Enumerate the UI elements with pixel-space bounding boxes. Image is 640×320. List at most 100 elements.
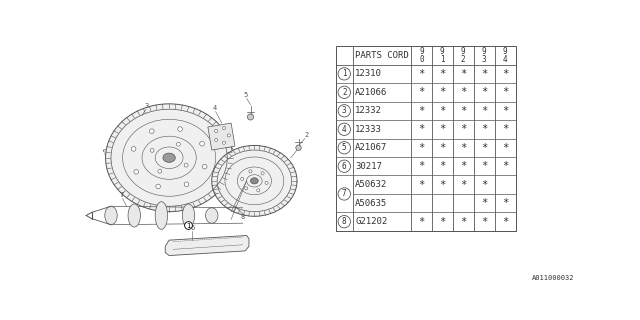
Circle shape — [338, 68, 351, 80]
Circle shape — [227, 134, 230, 137]
Text: 30217: 30217 — [355, 162, 382, 171]
Ellipse shape — [212, 145, 297, 216]
Text: *: * — [481, 106, 487, 116]
Text: 4: 4 — [212, 105, 217, 111]
Text: 7: 7 — [342, 189, 347, 198]
Circle shape — [177, 142, 180, 146]
Text: *: * — [502, 124, 508, 134]
Ellipse shape — [106, 104, 233, 212]
Text: *: * — [439, 124, 445, 134]
Text: *: * — [419, 217, 424, 227]
Text: *: * — [419, 69, 424, 79]
Text: A21066: A21066 — [355, 88, 387, 97]
Text: 2: 2 — [304, 132, 308, 139]
Text: *: * — [419, 161, 424, 171]
Text: *: * — [502, 143, 508, 153]
Text: 4: 4 — [342, 125, 347, 134]
Text: *: * — [481, 161, 487, 171]
Text: *: * — [460, 124, 467, 134]
Text: *: * — [502, 69, 508, 79]
Text: *: * — [502, 161, 508, 171]
Circle shape — [158, 169, 162, 173]
Text: PARTS CORD: PARTS CORD — [355, 51, 409, 60]
Text: *: * — [481, 69, 487, 79]
Circle shape — [257, 189, 260, 192]
Circle shape — [338, 105, 351, 117]
Text: *: * — [502, 198, 508, 208]
Text: *: * — [439, 87, 445, 97]
Text: *: * — [439, 106, 445, 116]
Circle shape — [296, 145, 301, 150]
Text: 6: 6 — [190, 225, 195, 231]
Text: *: * — [460, 217, 467, 227]
Text: *: * — [481, 198, 487, 208]
Text: A21067: A21067 — [355, 143, 387, 152]
Circle shape — [178, 127, 182, 132]
Text: *: * — [439, 69, 445, 79]
Circle shape — [202, 164, 207, 169]
Polygon shape — [103, 127, 243, 196]
Text: 5: 5 — [244, 92, 248, 98]
Text: *: * — [460, 143, 467, 153]
Ellipse shape — [250, 178, 259, 184]
Circle shape — [261, 172, 264, 175]
Text: 6: 6 — [342, 162, 347, 171]
Circle shape — [214, 129, 218, 132]
Circle shape — [338, 188, 351, 200]
Text: *: * — [419, 143, 424, 153]
Circle shape — [184, 163, 188, 167]
Text: *: * — [439, 180, 445, 190]
Text: *: * — [419, 87, 424, 97]
Circle shape — [134, 170, 138, 174]
Circle shape — [184, 222, 193, 229]
Text: *: * — [460, 161, 467, 171]
Circle shape — [338, 160, 351, 172]
Text: *: * — [460, 106, 467, 116]
Text: 2: 2 — [342, 88, 347, 97]
Ellipse shape — [128, 204, 140, 227]
Text: *: * — [502, 87, 508, 97]
Circle shape — [248, 114, 253, 120]
Text: *: * — [419, 180, 424, 190]
Bar — [336, 46, 516, 231]
Text: *: * — [481, 180, 487, 190]
Circle shape — [338, 215, 351, 228]
Circle shape — [200, 141, 204, 146]
Text: *: * — [502, 106, 508, 116]
Text: 12332: 12332 — [355, 106, 382, 115]
Circle shape — [338, 86, 351, 99]
Ellipse shape — [155, 202, 168, 229]
Text: 9
1: 9 1 — [440, 47, 445, 64]
Ellipse shape — [163, 153, 175, 162]
Text: 3: 3 — [145, 103, 148, 109]
Text: *: * — [439, 143, 445, 153]
Text: *: * — [481, 143, 487, 153]
Ellipse shape — [182, 204, 195, 227]
Circle shape — [338, 123, 351, 135]
Circle shape — [338, 141, 351, 154]
Circle shape — [265, 181, 268, 184]
Text: 8: 8 — [342, 217, 347, 226]
Text: 9
4: 9 4 — [503, 47, 508, 64]
Ellipse shape — [105, 206, 117, 225]
Circle shape — [249, 170, 252, 173]
Text: 3: 3 — [342, 106, 347, 115]
Text: A50635: A50635 — [355, 199, 387, 208]
Text: 12333: 12333 — [355, 125, 382, 134]
Circle shape — [150, 148, 154, 152]
Text: *: * — [481, 87, 487, 97]
Circle shape — [156, 184, 161, 189]
Ellipse shape — [205, 208, 218, 223]
Circle shape — [241, 177, 244, 180]
Text: 7: 7 — [120, 192, 124, 198]
Text: *: * — [439, 161, 445, 171]
Text: *: * — [419, 124, 424, 134]
Circle shape — [214, 139, 218, 141]
Text: G21202: G21202 — [355, 217, 387, 226]
Text: *: * — [481, 124, 487, 134]
Text: 8: 8 — [241, 214, 245, 220]
Text: A011000032: A011000032 — [532, 275, 575, 281]
Text: *: * — [460, 69, 467, 79]
Text: *: * — [460, 87, 467, 97]
Circle shape — [150, 129, 154, 133]
